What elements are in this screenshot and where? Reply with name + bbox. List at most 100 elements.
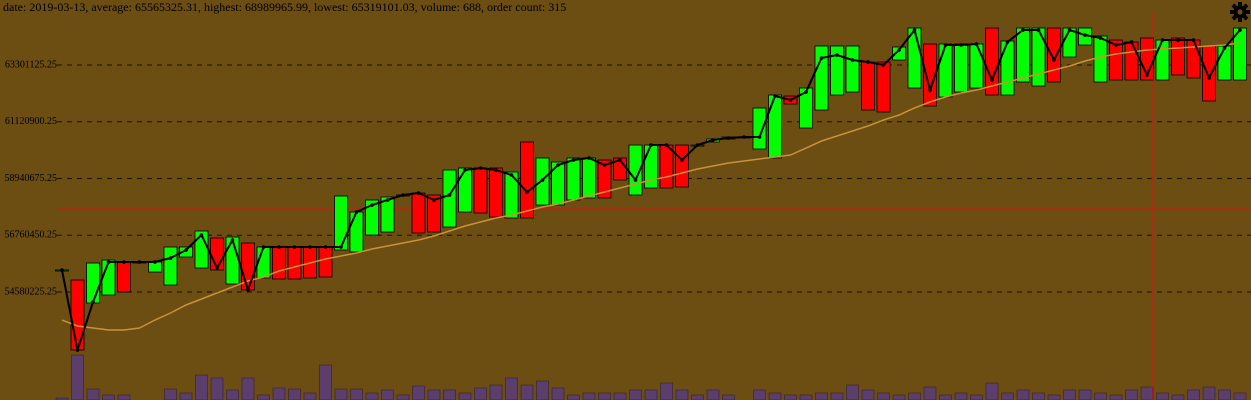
average-point bbox=[633, 178, 638, 182]
average-point bbox=[339, 245, 343, 249]
average-point bbox=[1129, 40, 1134, 44]
average-point bbox=[974, 42, 979, 46]
candle-body bbox=[1217, 45, 1232, 81]
candle-body bbox=[830, 45, 844, 96]
volume-bar bbox=[753, 389, 766, 400]
average-point bbox=[664, 143, 669, 147]
candle-body bbox=[504, 171, 519, 219]
volume-bar bbox=[1047, 394, 1061, 400]
average-point bbox=[432, 198, 436, 202]
candle-body bbox=[163, 246, 178, 286]
volume-bar bbox=[985, 382, 999, 400]
candle-body bbox=[101, 259, 116, 296]
candle-body bbox=[582, 157, 596, 199]
volume-bar bbox=[272, 387, 286, 400]
volume-bar bbox=[629, 389, 642, 400]
volume-bar bbox=[877, 392, 890, 400]
candle-body bbox=[1124, 41, 1139, 81]
candle-body bbox=[210, 237, 224, 271]
candle-body bbox=[1000, 40, 1015, 96]
candle-body bbox=[876, 61, 891, 113]
average-point bbox=[463, 168, 467, 172]
volume-bar bbox=[908, 392, 921, 400]
average-point bbox=[416, 191, 421, 195]
candle-body bbox=[814, 45, 829, 111]
candle-body bbox=[892, 46, 906, 61]
volume-bar bbox=[1156, 392, 1169, 400]
average-point bbox=[1191, 38, 1196, 42]
volume-bar bbox=[319, 364, 332, 400]
volume-bar bbox=[861, 389, 875, 400]
average-point bbox=[1176, 38, 1180, 42]
volume-layer bbox=[55, 354, 1247, 400]
average-point bbox=[354, 210, 359, 214]
volume-bar bbox=[257, 394, 270, 400]
average-point bbox=[277, 245, 281, 249]
y-tick-label: 56760450.25 bbox=[5, 230, 58, 241]
average-point bbox=[804, 90, 808, 94]
candle-body bbox=[1171, 37, 1185, 76]
average-point bbox=[323, 245, 328, 249]
candle-body bbox=[597, 159, 612, 199]
average-point bbox=[168, 256, 173, 260]
volume-bar bbox=[241, 377, 255, 400]
candle-body bbox=[675, 144, 689, 188]
volume-bar bbox=[334, 388, 348, 400]
average-point bbox=[1238, 28, 1242, 32]
volume-bar bbox=[1202, 386, 1216, 400]
average-point bbox=[587, 156, 591, 160]
candle-body bbox=[1202, 45, 1216, 102]
candle-body bbox=[520, 141, 534, 219]
average-point bbox=[199, 233, 204, 237]
average-point bbox=[1083, 33, 1087, 37]
candle-body bbox=[1031, 27, 1046, 87]
candle-body bbox=[551, 161, 565, 206]
average-point bbox=[447, 193, 452, 197]
average-point bbox=[711, 138, 715, 142]
volume-bar bbox=[86, 388, 100, 400]
candle-body bbox=[1016, 27, 1030, 83]
candle-body bbox=[179, 246, 193, 258]
average-point bbox=[1114, 43, 1118, 47]
average-point bbox=[866, 60, 870, 64]
candle-body bbox=[334, 195, 348, 251]
average-point bbox=[137, 260, 142, 264]
candle-body bbox=[411, 192, 426, 234]
candle-body bbox=[1109, 39, 1123, 81]
average-point bbox=[943, 43, 948, 47]
volume-bar bbox=[474, 387, 487, 400]
average-point bbox=[494, 168, 498, 172]
average-point bbox=[184, 248, 188, 252]
average-point bbox=[1005, 40, 1010, 44]
volume-bar bbox=[350, 388, 363, 400]
volume-bar bbox=[536, 380, 549, 400]
average-point bbox=[261, 245, 266, 249]
average-point bbox=[819, 56, 824, 60]
volume-bar bbox=[970, 394, 983, 400]
y-tick-label: 54580225.25 bbox=[5, 286, 58, 297]
volume-bar bbox=[1016, 389, 1030, 400]
average-point bbox=[695, 143, 700, 147]
volume-bar bbox=[923, 386, 937, 400]
candle-body bbox=[1233, 27, 1247, 81]
average-point bbox=[726, 136, 731, 140]
volume-bar bbox=[939, 394, 952, 400]
volume-bar bbox=[706, 389, 720, 400]
candle-body bbox=[287, 246, 302, 280]
average-point bbox=[1207, 76, 1211, 80]
settings-icon[interactable] bbox=[1230, 2, 1250, 22]
candle-body bbox=[365, 199, 379, 236]
candle-body bbox=[752, 107, 767, 150]
candle-body bbox=[86, 262, 100, 304]
volume-bar bbox=[427, 389, 441, 400]
average-point bbox=[75, 348, 80, 352]
grid: 54580225.25 56760450.25 58940675.25 6112090… bbox=[5, 59, 1251, 297]
volume-bar bbox=[644, 389, 658, 400]
candle-body bbox=[458, 167, 472, 213]
average-point bbox=[928, 88, 932, 92]
average-point bbox=[1098, 36, 1103, 40]
candle-body bbox=[566, 157, 581, 201]
candle-body bbox=[1186, 39, 1201, 79]
volume-bar bbox=[1140, 386, 1154, 400]
